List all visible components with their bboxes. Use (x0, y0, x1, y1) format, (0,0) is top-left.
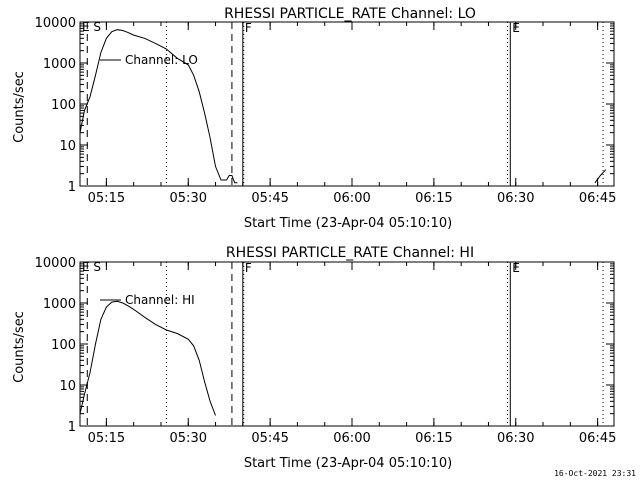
x-axis-label: Start Time (23-Apr-04 05:10:10) (244, 216, 452, 231)
chart-panel-lo: RHESSI PARTICLE_RATE Channel: LO Start T… (12, 6, 616, 231)
x-tick-label: 06:30 (497, 191, 534, 206)
y-tick-label: 10 (59, 139, 76, 154)
event-marker-label: E (512, 261, 520, 275)
legend-label: Channel: HI (125, 293, 195, 307)
event-marker-label: F (245, 261, 252, 275)
plot-frame (79, 261, 615, 427)
y-tick-label: 1 (68, 420, 76, 435)
x-tick-label: 06:00 (333, 191, 370, 206)
plot-frame (79, 21, 615, 187)
x-tick-label: 06:30 (497, 431, 534, 446)
x-axis-label: Start Time (23-Apr-04 05:10:10) (244, 456, 452, 471)
chart-title: RHESSI PARTICLE_RATE Channel: LO (224, 6, 476, 22)
x-tick-label: 06:45 (579, 191, 616, 206)
x-tick-label: 06:00 (333, 431, 370, 446)
y-axis-label: Counts/sec (12, 71, 27, 143)
x-tick-label: 05:45 (251, 431, 288, 446)
y-tick-label: 10 (59, 379, 76, 394)
y-tick-label: 1000 (43, 57, 76, 72)
corner-label-es: E S (82, 260, 101, 274)
series-line (594, 169, 607, 184)
y-axis-label: Counts/sec (12, 311, 27, 383)
event-marker-label: F (245, 21, 252, 35)
footer-timestamp: 16-Oct-2021 23:31 (554, 469, 636, 478)
x-tick-label: 05:30 (170, 431, 207, 446)
y-tick-label: 1000 (43, 297, 76, 312)
y-tick-label: 1 (68, 180, 76, 195)
chart-panel-hi: RHESSI PARTICLE_RATE Channel: HI Start T… (12, 245, 616, 471)
corner-label-es: E S (82, 20, 101, 34)
y-tick-label: 100 (51, 338, 76, 353)
series-line (79, 29, 238, 184)
x-tick-label: 05:30 (170, 191, 207, 206)
x-tick-label: 05:15 (88, 191, 125, 206)
y-tick-label: 100 (51, 98, 76, 113)
x-tick-label: 06:45 (579, 431, 616, 446)
x-tick-label: 05:15 (88, 431, 125, 446)
x-tick-label: 06:15 (415, 431, 452, 446)
chart-title: RHESSI PARTICLE_RATE Channel: HI (226, 245, 474, 261)
y-tick-label: 10000 (35, 256, 76, 271)
x-tick-label: 06:15 (415, 191, 452, 206)
y-tick-label: 10000 (35, 16, 76, 31)
legend-label: Channel: LO (125, 53, 198, 67)
x-tick-label: 05:45 (251, 191, 288, 206)
event-marker-label: E (512, 21, 520, 35)
series-line (79, 300, 216, 416)
